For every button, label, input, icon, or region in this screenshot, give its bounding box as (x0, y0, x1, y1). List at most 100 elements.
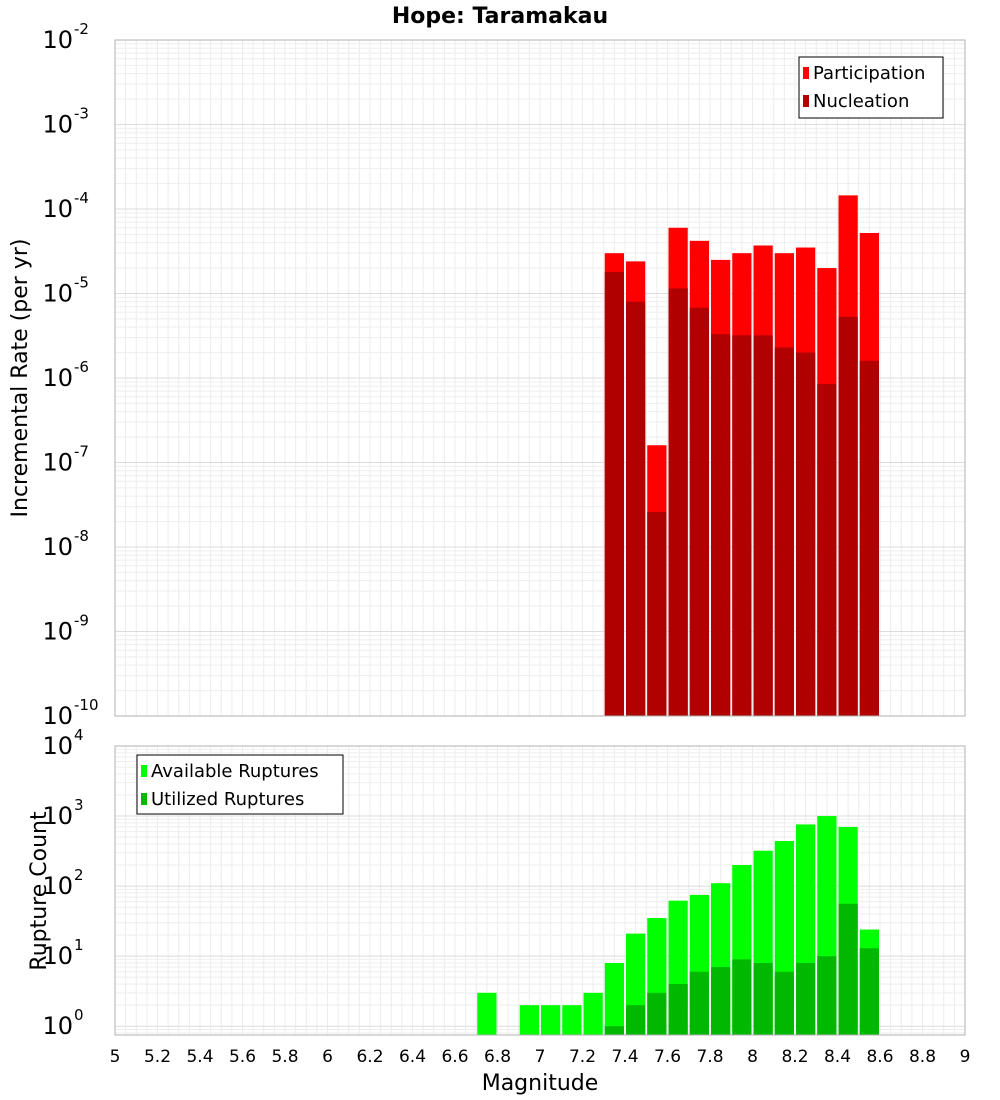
rate-bar (689, 307, 709, 716)
count-x-tick-label: 5.4 (186, 1047, 213, 1067)
count-bar (604, 962, 624, 1035)
rate-legend: Participation Nucleation (798, 56, 944, 119)
rate-y-tick-base: 10 (42, 364, 73, 392)
rate-y-tick-exponent: -5 (74, 274, 89, 292)
rate-y-tick-label: 10 -8 (42, 527, 89, 561)
count-x-tick-label: 6.8 (484, 1047, 511, 1067)
rate-bar (604, 271, 624, 716)
rate-bar (796, 352, 816, 716)
rate-y-tick-exponent: -8 (74, 527, 89, 545)
count-y-tick-exponent: 4 (74, 726, 84, 744)
rate-legend-label: Participation (813, 63, 925, 84)
rate-bar (732, 335, 752, 716)
count-bar (562, 1005, 582, 1035)
count-bar (859, 948, 879, 1035)
rate-y-tick-base: 10 (42, 280, 73, 308)
count-plot-frame (114, 745, 966, 1036)
count-x-tick-label: 6.2 (356, 1047, 383, 1067)
rate-bar (668, 288, 688, 716)
count-y-tick-exponent: 0 (74, 1006, 84, 1024)
count-x-tick-label: 8.6 (866, 1047, 893, 1067)
rate-y-tick-label: 10 -7 (42, 443, 89, 477)
rate-plot-frame (114, 39, 966, 717)
chart-title: Hope: Taramakau (392, 4, 608, 29)
rate-bar (817, 383, 837, 716)
count-x-tick-label: 7 (535, 1047, 546, 1067)
count-bar (796, 962, 816, 1035)
rate-bar (838, 316, 858, 716)
count-bar (817, 956, 837, 1035)
count-y-tick-label: 10 2 (42, 866, 83, 900)
rate-y-tick-exponent: -6 (74, 358, 89, 376)
count-bar (711, 967, 731, 1035)
rate-bar (753, 335, 773, 716)
rate-y-tick-base: 10 (42, 195, 73, 223)
count-y-tick-exponent: 1 (74, 936, 84, 954)
count-x-tick-label: 7.6 (654, 1047, 681, 1067)
count-bar (732, 959, 752, 1035)
rate-y-tick-exponent: -10 (74, 696, 99, 714)
count-legend-swatch (141, 793, 147, 805)
rate-bar (647, 511, 667, 716)
rate-bar (626, 301, 646, 716)
count-y-tick-base: 10 (42, 942, 73, 970)
count-bar (541, 1005, 561, 1035)
count-x-tick-label: 8.4 (824, 1047, 851, 1067)
count-bar (626, 1005, 646, 1035)
rate-y-tick-base: 10 (42, 111, 73, 139)
rate-y-tick-exponent: -7 (74, 443, 89, 461)
rate-y-tick-label: 10 -2 (42, 20, 89, 54)
count-x-tick-label: 6.4 (399, 1047, 426, 1067)
rate-y-tick-base: 10 (42, 449, 73, 477)
count-x-tick-label: 7.8 (696, 1047, 723, 1067)
rate-y-tick-exponent: -3 (74, 105, 89, 123)
count-x-tick-label: 7.2 (569, 1047, 596, 1067)
count-legend-box (136, 754, 344, 815)
count-legend-swatch (141, 765, 147, 777)
rate-bar (774, 347, 794, 716)
count-y-tick-base: 10 (42, 802, 73, 830)
count-legend-label: Available Ruptures (151, 761, 319, 782)
count-x-tick-label: 6.6 (441, 1047, 468, 1067)
count-panel: 10 010 110 210 310 45 5.2 5.4 5.6 5.8 6 6.2 6.4 6.6 6.… (42, 726, 970, 1067)
x-axis-label: Magnitude (482, 1071, 599, 1096)
count-y-tick-label: 10 0 (42, 1006, 83, 1040)
rate-legend-swatch (803, 67, 809, 79)
rate-y-tick-base: 10 (42, 618, 73, 646)
count-bar (477, 992, 497, 1035)
count-bar (519, 1005, 539, 1035)
rate-y-tick-base: 10 (42, 533, 73, 561)
count-y-tick-exponent: 3 (74, 796, 84, 814)
count-x-tick-label: 6 (322, 1047, 333, 1067)
top-y-axis-label: Incremental Rate (per yr) (8, 239, 33, 518)
rate-y-tick-label: 10 -9 (42, 612, 89, 646)
count-y-tick-label: 10 1 (42, 936, 83, 970)
count-bar (668, 984, 688, 1035)
count-bar (774, 971, 794, 1035)
count-x-tick-label: 5.6 (229, 1047, 256, 1067)
rate-y-tick-label: 10 -4 (42, 189, 89, 223)
bottom-y-axis-label: Rupture Count (27, 811, 52, 971)
count-bar (753, 962, 773, 1035)
count-x-tick-label: 8 (747, 1047, 758, 1067)
count-y-tick-label: 10 4 (42, 726, 83, 760)
rate-y-tick-exponent: -2 (74, 20, 89, 38)
rate-y-tick-label: 10 -3 (42, 105, 89, 139)
count-x-tick-label: 5.8 (271, 1047, 298, 1067)
rate-legend-label: Nucleation (813, 91, 909, 112)
count-x-tick-label: 9 (960, 1047, 971, 1067)
rate-y-tick-base: 10 (42, 26, 73, 54)
count-series-2 (604, 903, 879, 1035)
rate-y-tick-label: 10 -10 (42, 696, 98, 730)
count-x-tick-label: 8.8 (909, 1047, 936, 1067)
rate-legend-box (798, 56, 944, 119)
count-y-tick-base: 10 (42, 732, 73, 760)
rate-y-tick-exponent: -9 (74, 612, 89, 630)
rate-y-tick-label: 10 -5 (42, 274, 89, 308)
count-legend: Available Ruptures Utilized Ruptures (136, 754, 344, 815)
count-legend-label: Utilized Ruptures (151, 789, 304, 810)
count-bar (583, 992, 603, 1035)
